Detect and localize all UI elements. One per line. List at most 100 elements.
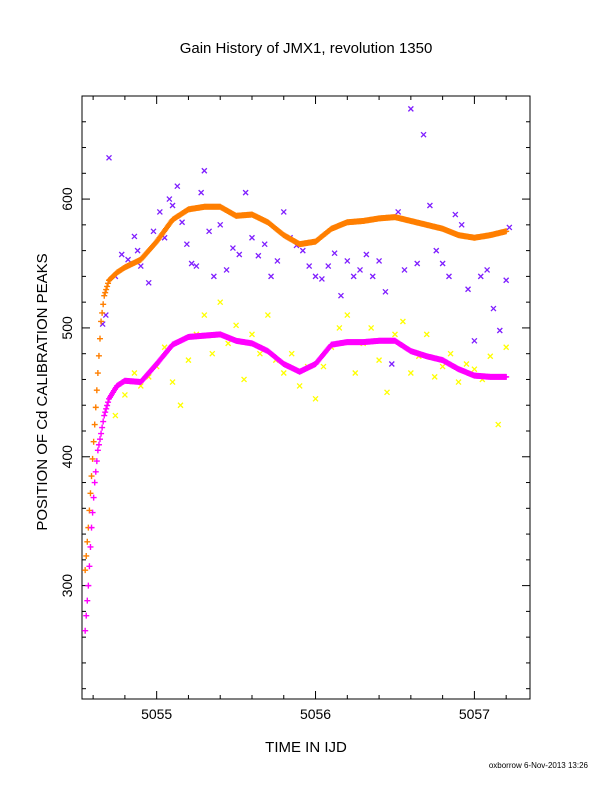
data-point [312, 395, 319, 402]
data-point [201, 312, 208, 318]
data-point [423, 331, 430, 338]
curve-point [92, 404, 99, 411]
data-point [431, 373, 438, 380]
data-point [280, 209, 287, 215]
curve-point [88, 473, 95, 480]
data-point [363, 251, 370, 258]
data-point [118, 251, 125, 258]
data-point [320, 363, 327, 370]
data-point [188, 260, 195, 267]
data-point [198, 189, 205, 196]
curve-point [97, 436, 104, 443]
curve-point [91, 479, 98, 486]
data-point [487, 353, 494, 360]
curve-point [82, 627, 89, 634]
x-tick-label: 5055 [141, 706, 172, 722]
data-point [179, 219, 186, 226]
curve-point [90, 438, 97, 445]
data-point [352, 370, 359, 376]
curve-point [103, 405, 110, 412]
data-point [318, 276, 325, 282]
curve-point [87, 490, 94, 497]
data-point [137, 263, 144, 270]
curve-point [99, 309, 106, 316]
data-point [201, 167, 208, 174]
data-point [368, 324, 375, 331]
data-point [414, 260, 421, 267]
data-point [210, 273, 217, 280]
curve-point [105, 399, 112, 406]
y-tick-label: 300 [59, 574, 75, 598]
data-point [255, 252, 262, 259]
data-point [344, 312, 351, 318]
y-axis-label: POSITION OF Cd CALIBRATION PEAKS [34, 253, 51, 530]
data-point [209, 350, 216, 357]
data-point [166, 196, 173, 203]
data-point [471, 366, 478, 373]
curve-point [98, 318, 105, 325]
curve-point [90, 494, 97, 501]
curve-point [87, 543, 94, 550]
data-point [384, 389, 390, 396]
y-tick-label: 600 [59, 187, 75, 211]
data-point [388, 361, 395, 367]
data-point [268, 273, 275, 280]
data-point [401, 266, 408, 273]
data-point [256, 350, 263, 357]
data-point [274, 257, 281, 264]
data-point [125, 256, 132, 263]
curve-point [503, 228, 510, 235]
data-point [169, 379, 176, 385]
data-point [229, 245, 236, 251]
curve-point [84, 538, 91, 545]
data-point [223, 266, 230, 273]
data-point [506, 224, 513, 231]
data-point [131, 370, 138, 376]
data-point [185, 357, 192, 364]
data-point [376, 357, 383, 364]
data-point [395, 209, 402, 215]
data-point [503, 344, 510, 351]
curve-point [104, 283, 111, 290]
curve-point [95, 441, 102, 448]
data-point [193, 263, 200, 270]
data-point [241, 376, 248, 383]
data-point [145, 279, 152, 286]
data-point [134, 247, 141, 254]
curve-point [86, 507, 93, 514]
data-point [331, 250, 338, 257]
data-point [183, 241, 190, 248]
data-point [420, 131, 427, 138]
data-point [169, 202, 176, 209]
data-point [426, 202, 433, 209]
data-point [280, 370, 287, 376]
data-point [206, 228, 213, 235]
data-point [407, 105, 414, 112]
curve-point [85, 582, 92, 589]
data-point [236, 251, 243, 258]
curve-point [503, 373, 510, 380]
curve-point [94, 370, 101, 377]
data-point [447, 350, 454, 357]
data-point [261, 241, 268, 248]
data-point [306, 263, 313, 270]
data-point [249, 331, 255, 338]
data-point [337, 292, 344, 299]
data-point [106, 154, 112, 161]
curve-point [88, 524, 95, 531]
data-point [503, 277, 510, 284]
chart-title: Gain History of JMX1, revolution 1350 [180, 40, 433, 57]
data-point [299, 247, 306, 254]
data-point [471, 337, 478, 344]
data-point [177, 402, 184, 409]
data-point [225, 340, 232, 347]
data-point [439, 363, 446, 370]
curve-point [93, 458, 100, 465]
curve-point [83, 552, 90, 559]
curve-point [95, 352, 102, 359]
data-point [112, 412, 119, 419]
data-point [357, 266, 363, 273]
curve-point [84, 597, 91, 604]
data-point [217, 221, 224, 228]
